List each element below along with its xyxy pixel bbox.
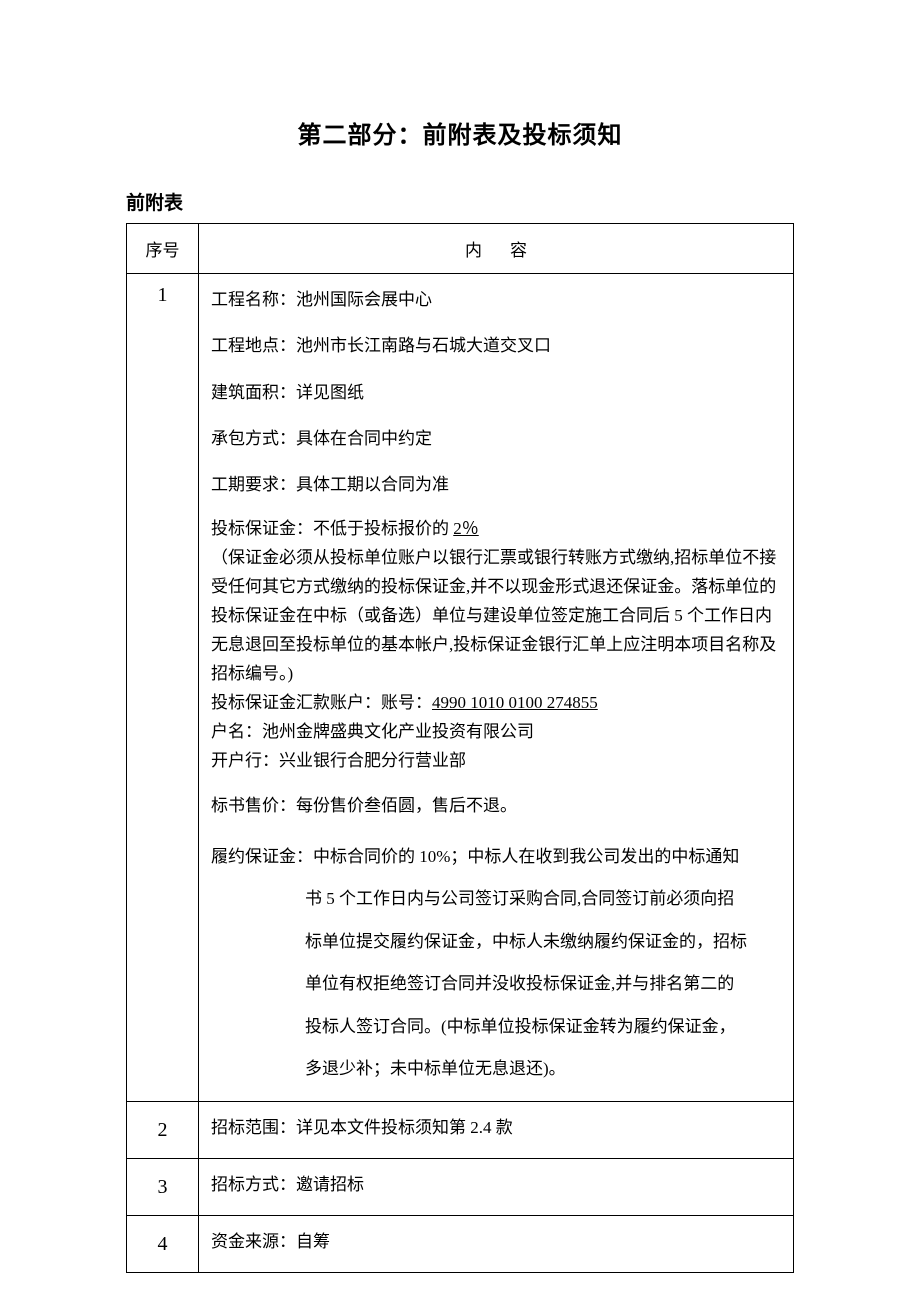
- main-table: 序号 内容 1 工程名称：池州国际会展中心 工程地点：池州市长江南路与石城大道交…: [126, 223, 794, 1273]
- deposit-bank: 开户行：兴业银行合肥分行营业部: [211, 751, 466, 770]
- schedule: 工期要求：具体工期以合同为准: [211, 469, 781, 501]
- row-seq: 1: [127, 274, 199, 1102]
- project-location: 工程地点：池州市长江南路与石城大道交叉口: [211, 330, 781, 362]
- perf-l1: 书 5 个工作日内与公司签订采购合同,合同签订前必须向招: [305, 889, 734, 908]
- subtitle: 前附表: [126, 188, 794, 215]
- row-seq: 2: [127, 1101, 199, 1158]
- row-content: 资金来源：自筹: [199, 1215, 794, 1272]
- header-content: 内容: [199, 224, 794, 274]
- deposit-acct-prefix: 投标保证金汇款账户：账号：: [211, 693, 432, 712]
- perf-l2: 标单位提交履约保证金，中标人未缴纳履约保证金的，招标: [305, 932, 747, 951]
- header-content-right: 容: [510, 241, 527, 260]
- perf-line: 履约保证金：中标合同价的 10%；中标人在收到我公司发出的中标通知: [211, 836, 781, 879]
- table-row: 4 资金来源：自筹: [127, 1215, 794, 1272]
- row-seq: 3: [127, 1158, 199, 1215]
- deposit-prefix: 投标保证金：不低于投标报价的: [211, 519, 453, 538]
- header-content-left: 内: [465, 241, 510, 260]
- contract-mode: 承包方式：具体在合同中约定: [211, 423, 781, 455]
- row-content: 招标范围：详见本文件投标须知第 2.4 款: [199, 1101, 794, 1158]
- performance-block: 履约保证金：中标合同价的 10%；中标人在收到我公司发出的中标通知 书 5 个工…: [211, 836, 781, 1091]
- row-content: 工程名称：池州国际会展中心 工程地点：池州市长江南路与石城大道交叉口 建筑面积：…: [199, 274, 794, 1102]
- perf-l5: 多退少补；未中标单位无息退还)。: [305, 1059, 566, 1078]
- perf-indent: 书 5 个工作日内与公司签订采购合同,合同签订前必须向招 标单位提交履约保证金，…: [211, 878, 781, 1091]
- doc-price: 标书售价：每份售价叁佰圆，售后不退。: [211, 790, 781, 822]
- perf-l3: 单位有权拒绝签订合同并没收投标保证金,并与排名第二的: [305, 974, 734, 993]
- building-area: 建筑面积：详见图纸: [211, 377, 781, 409]
- deposit-pct: 2％: [453, 519, 479, 538]
- table-header-row: 序号 内容: [127, 224, 794, 274]
- row-seq: 4: [127, 1215, 199, 1272]
- table-row: 2 招标范围：详见本文件投标须知第 2.4 款: [127, 1101, 794, 1158]
- table-row: 1 工程名称：池州国际会展中心 工程地点：池州市长江南路与石城大道交叉口 建筑面…: [127, 274, 794, 1102]
- deposit-acct-num: 4990 1010 0100 274855: [432, 693, 598, 712]
- deposit-block: 投标保证金：不低于投标报价的 2％ （保证金必须从投标单位账户以银行汇票或银行转…: [211, 515, 781, 775]
- deposit-acct-name: 户名：池州金牌盛典文化产业投资有限公司: [211, 722, 534, 741]
- document-title: 第二部分：前附表及投标须知: [126, 115, 794, 150]
- deposit-note: （保证金必须从投标单位账户以银行汇票或银行转账方式缴纳,招标单位不接受任何其它方…: [211, 548, 776, 683]
- row-content: 招标方式：邀请招标: [199, 1158, 794, 1215]
- perf-l4: 投标人签订合同。(中标单位投标保证金转为履约保证金，: [305, 1017, 736, 1036]
- project-name: 工程名称：池州国际会展中心: [211, 284, 781, 316]
- table-row: 3 招标方式：邀请招标: [127, 1158, 794, 1215]
- header-seq: 序号: [127, 224, 199, 274]
